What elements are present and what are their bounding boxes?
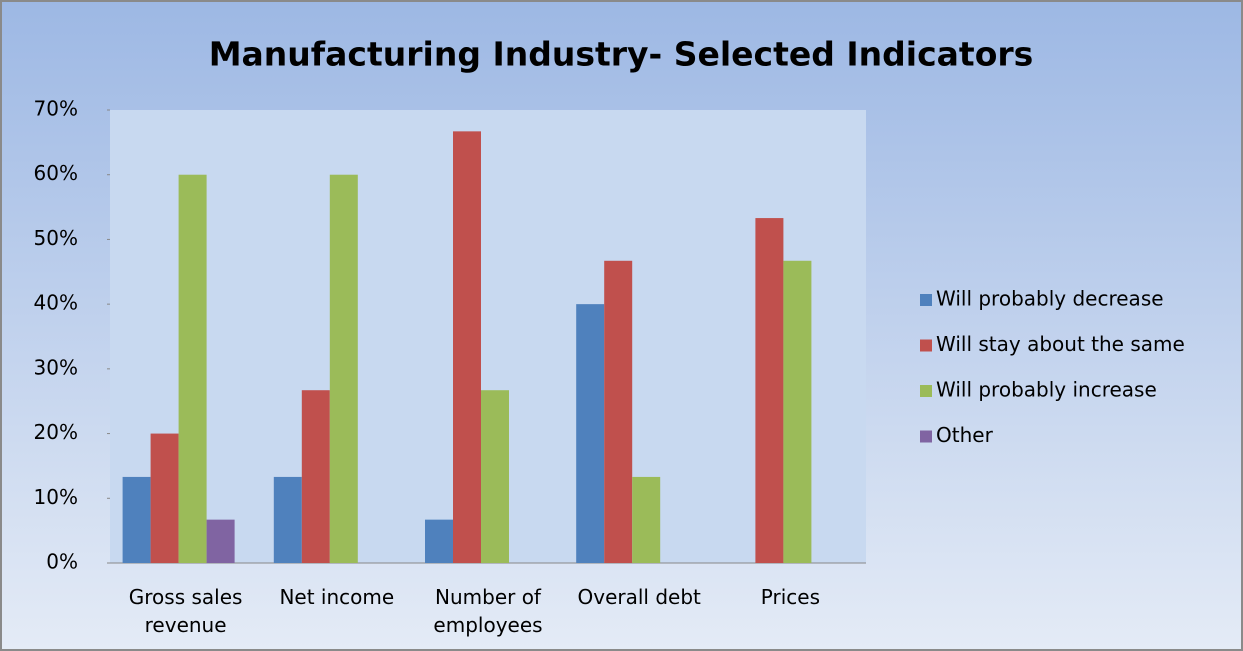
legend-label: Will probably decrease (936, 287, 1164, 311)
bar (273, 476, 302, 563)
legend-label: Other (936, 423, 994, 447)
x-tick-label: Number of employees (433, 585, 543, 637)
y-tick-label: 60% (34, 161, 78, 185)
y-tick-label: 20% (34, 420, 78, 444)
bar (576, 304, 605, 563)
x-tick-label: Overall debt (577, 585, 701, 609)
y-tick-label: 50% (34, 226, 78, 250)
x-tick-label: Gross sales revenue (128, 585, 243, 637)
y-tick-label: 10% (34, 485, 78, 509)
bar (481, 390, 509, 563)
y-tick-label: 0% (46, 550, 78, 574)
bar (783, 260, 812, 563)
bar (425, 519, 453, 563)
x-tick-label: Net income (279, 585, 395, 609)
bar (632, 476, 661, 563)
y-tick-label: 70% (34, 97, 78, 121)
bar (453, 131, 481, 563)
bar (206, 519, 235, 563)
legend-swatch (920, 294, 932, 306)
bar (122, 476, 151, 563)
legend-swatch (920, 430, 932, 443)
legend-swatch (920, 339, 932, 352)
x-tick-label: Prices (760, 585, 820, 609)
bar (755, 218, 784, 563)
bar (604, 260, 633, 563)
chart-title: Manufacturing Industry- Selected Indicat… (209, 35, 1034, 74)
legend-label: Will stay about the same (936, 332, 1185, 356)
bar (178, 174, 207, 563)
bar (301, 390, 330, 563)
legend-label: Will probably increase (936, 378, 1157, 402)
legend-swatch (920, 385, 932, 397)
y-tick-label: 40% (34, 291, 78, 315)
bar (329, 174, 358, 563)
y-tick-label: 30% (34, 355, 78, 379)
bar (150, 433, 179, 563)
